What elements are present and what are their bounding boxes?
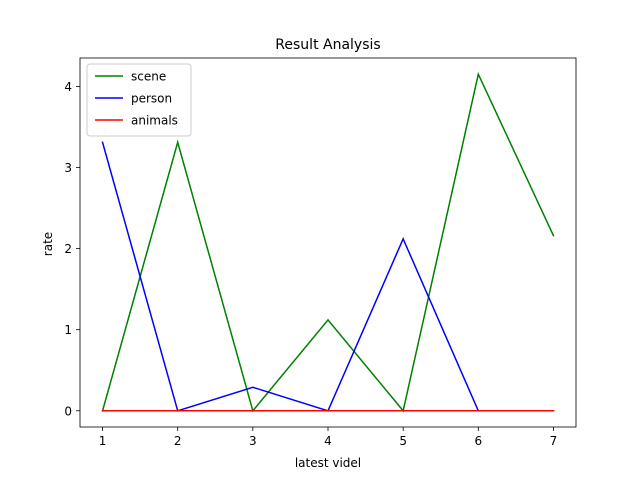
y-tick-label: 2 bbox=[64, 242, 72, 256]
x-tick-label: 2 bbox=[174, 434, 182, 448]
plot-area: 1 2 3 4 5 6 7 0 1 2 3 4 bbox=[64, 57, 577, 448]
x-tick-label: 1 bbox=[99, 434, 107, 448]
legend-label-scene: scene bbox=[131, 70, 166, 84]
y-axis-label: rate bbox=[41, 232, 55, 256]
plot-frame bbox=[79, 57, 577, 428]
legend-label-animals: animals bbox=[131, 114, 178, 128]
legend: scene person animals bbox=[86, 63, 192, 137]
x-tick-label: 7 bbox=[550, 434, 558, 448]
x-tick-label: 4 bbox=[324, 434, 332, 448]
x-tick-label: 6 bbox=[474, 434, 482, 448]
legend-box bbox=[86, 63, 192, 137]
x-tick-label: 3 bbox=[249, 434, 257, 448]
x-tick-label: 5 bbox=[399, 434, 407, 448]
y-tick-label: 4 bbox=[64, 80, 72, 94]
y-tick-label: 0 bbox=[64, 404, 72, 418]
chart-title: Result Analysis bbox=[275, 37, 380, 53]
x-axis-label: latest videl bbox=[295, 456, 361, 470]
y-tick-label: 3 bbox=[64, 161, 72, 175]
y-tick-label: 1 bbox=[64, 323, 72, 337]
legend-label-person: person bbox=[131, 92, 172, 106]
series-line-scene bbox=[101, 71, 555, 413]
